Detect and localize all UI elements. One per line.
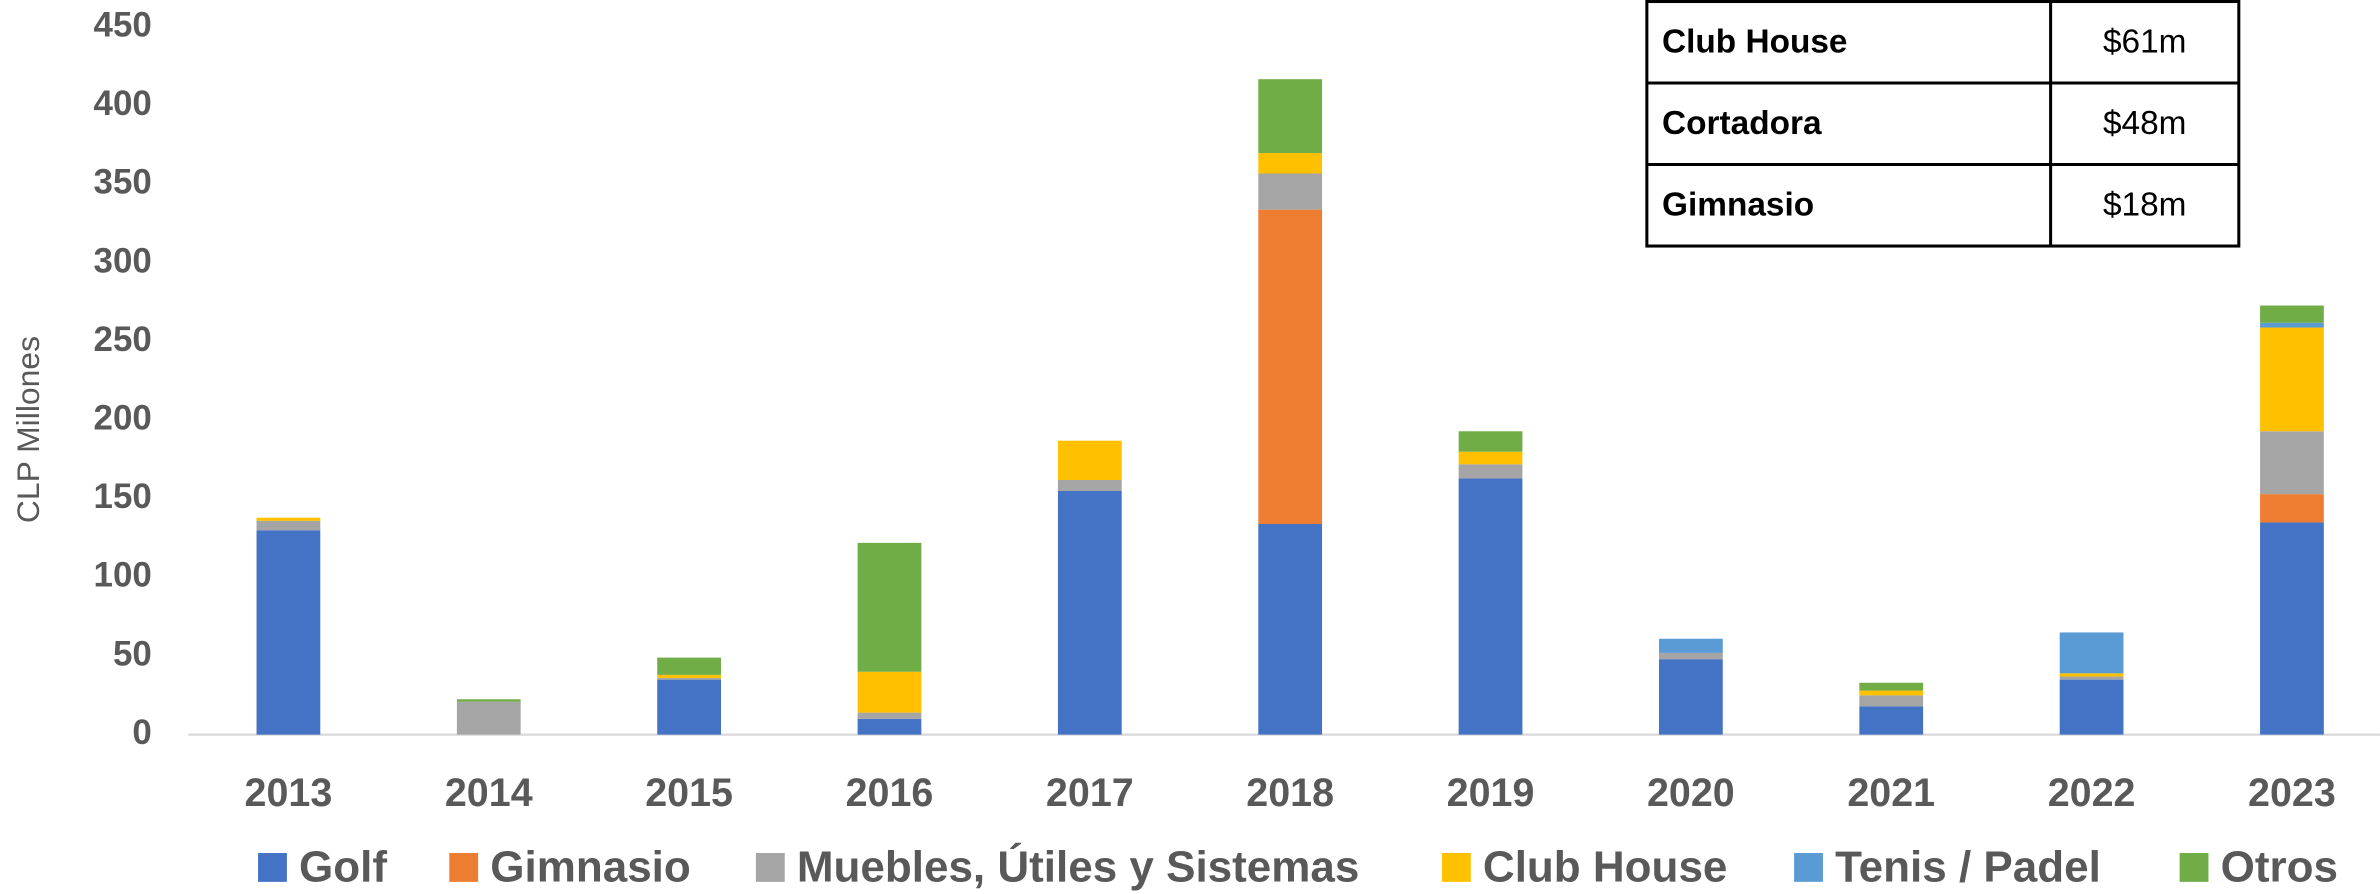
x-tick-label: 2019	[1447, 771, 1535, 815]
bar-segment	[2260, 327, 2324, 432]
bar-segment	[857, 671, 922, 713]
legend-label: Club House	[1483, 842, 1727, 891]
x-tick-label: 2017	[1046, 771, 1134, 815]
x-tick-label: 2013	[245, 771, 333, 815]
legend-swatch	[449, 853, 479, 882]
legend-label: Gimnasio	[490, 842, 690, 891]
table-frame	[1645, 0, 2241, 248]
y-tick-label: 450	[94, 6, 152, 45]
bar-segment	[1659, 652, 1723, 660]
y-tick-label: 0	[132, 713, 151, 752]
bar-segment	[857, 712, 922, 719]
table-cell: Gimnasio	[1662, 187, 1814, 224]
bar-segment	[857, 718, 922, 735]
table-cell: $18m	[2103, 187, 2186, 224]
x-tick-label: 2023	[2248, 771, 2336, 815]
bar-segment	[256, 530, 321, 735]
bar-segment	[2059, 632, 2124, 674]
bar-segment	[657, 679, 721, 735]
bar-segment	[1057, 491, 1122, 735]
x-tick-label: 2014	[445, 771, 533, 815]
y-tick-label: 350	[94, 163, 152, 202]
y-tick-label: 300	[94, 241, 152, 280]
bar-segment	[2260, 494, 2324, 523]
legend-label: Tenis / Padel	[1835, 842, 2101, 891]
x-tick-label: 2018	[1246, 771, 1334, 815]
bar-segment	[456, 701, 521, 735]
bar-segment	[1258, 209, 1323, 525]
y-tick-label: 400	[94, 84, 152, 123]
legend-label: Golf	[299, 842, 387, 891]
legend-label: Otros	[2221, 842, 2338, 891]
bar-segment	[1659, 638, 1723, 653]
x-tick-label: 2020	[1647, 771, 1735, 815]
table-cell: Club House	[1662, 24, 1847, 61]
bar-segment	[1859, 695, 1924, 707]
bar-segment	[1458, 431, 1523, 452]
y-tick-label: 50	[113, 634, 152, 673]
bar-segment	[2260, 305, 2324, 323]
x-tick-label: 2016	[846, 771, 934, 815]
table-cell: $48m	[2103, 105, 2186, 142]
bar-segment	[1057, 479, 1122, 492]
y-tick-label: 250	[94, 320, 152, 359]
bar-segment	[1859, 682, 1924, 691]
bar-segment	[256, 520, 321, 531]
bar-segment	[657, 674, 721, 679]
bar-segment	[456, 699, 521, 702]
bar-segment	[1659, 659, 1723, 735]
legend-swatch	[1794, 853, 1823, 882]
legend-swatch	[1441, 853, 1471, 882]
legend-swatch	[755, 853, 785, 882]
table-cell: $61m	[2103, 24, 2186, 61]
bar-segment	[2260, 431, 2324, 495]
y-tick-label: 100	[94, 556, 152, 595]
bar-segment	[657, 657, 721, 675]
bar-segment	[1458, 464, 1523, 479]
bar-segment	[1458, 478, 1523, 735]
legend-label: Muebles, Útiles y Sistemas	[797, 841, 1359, 891]
bar-segment	[1458, 451, 1523, 465]
y-tick-label: 200	[94, 398, 152, 437]
bar-segment	[1057, 440, 1122, 480]
bar-segment	[857, 542, 922, 672]
bar-segment	[256, 517, 321, 521]
bar-segment	[1258, 173, 1323, 210]
bar-segment	[2059, 676, 2124, 680]
bar-segment	[1258, 524, 1323, 735]
bar-segment	[657, 678, 721, 680]
bar-segment	[2260, 322, 2324, 328]
y-tick-label: 150	[94, 477, 152, 516]
y-axis-label: CLP Millones	[10, 336, 46, 523]
table-cell: Cortadora	[1662, 105, 1822, 142]
legend-swatch	[2179, 853, 2209, 882]
bar-segment	[2059, 679, 2124, 735]
bar-segment	[1859, 706, 1924, 735]
bar-segment	[2059, 673, 2124, 677]
x-tick-label: 2015	[645, 771, 733, 815]
x-tick-label: 2022	[2048, 771, 2136, 815]
bar-segment	[2260, 522, 2324, 735]
bar-segment	[1859, 690, 1924, 696]
x-tick-label: 2021	[1847, 771, 1935, 815]
bar-segment	[1258, 153, 1323, 174]
legend-swatch	[258, 853, 287, 882]
bar-segment	[1258, 79, 1323, 154]
